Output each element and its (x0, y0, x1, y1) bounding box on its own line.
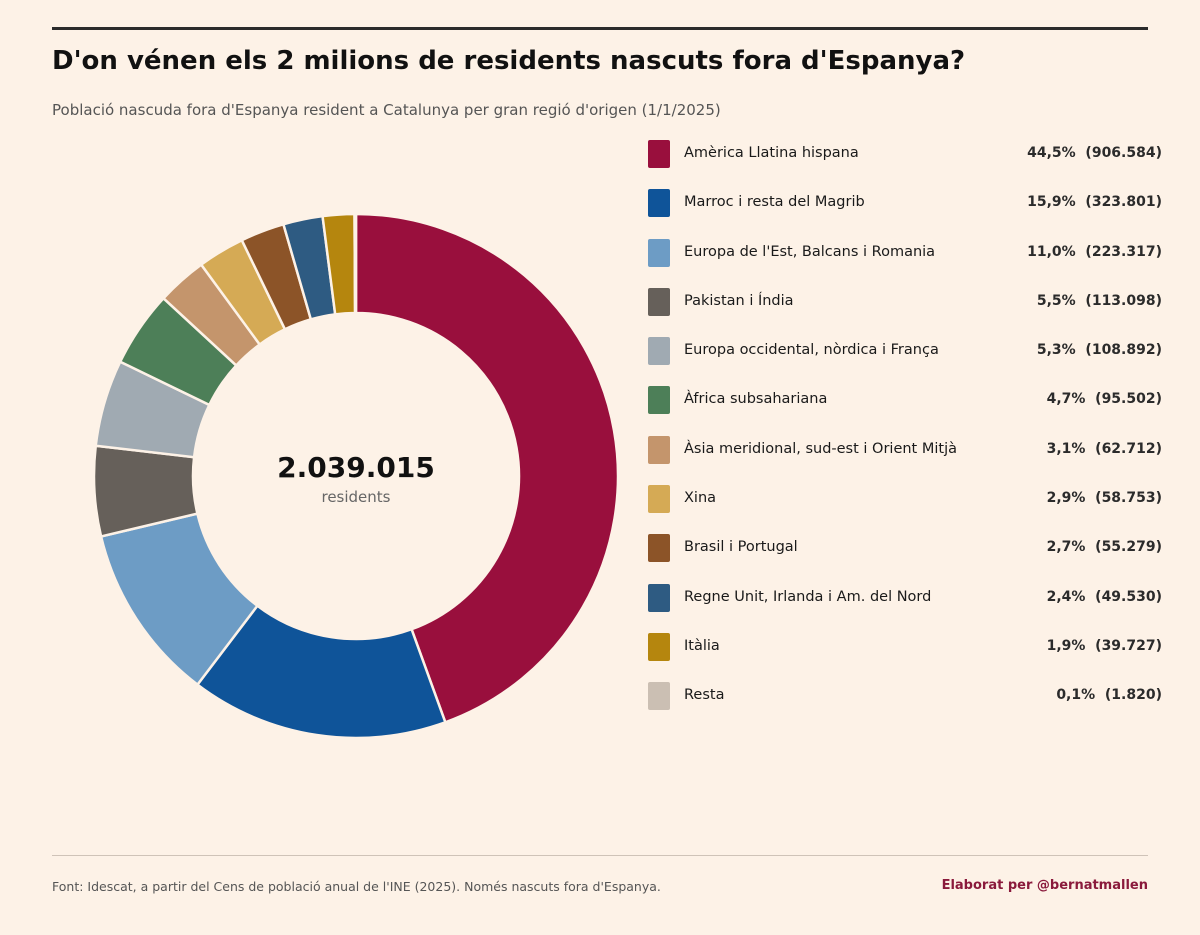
legend-value: 0,1% (1.820) (1056, 687, 1162, 704)
legend-label: Regne Unit, Irlanda i Am. del Nord (684, 588, 932, 605)
legend-count: 906.584 (1091, 145, 1156, 161)
legend-item: Itàlia 1,9% (39.727) (648, 632, 1162, 682)
legend-value: 3,1% (62.712) (1046, 440, 1162, 457)
footer-credit: Elaborat per @bernatmallen (941, 878, 1148, 893)
legend-percent: 2,4% (1046, 588, 1086, 605)
legend-value: 5,5% (113.098) (1036, 292, 1162, 309)
legend-label: Europa de l'Est, Balcans i Romania (684, 243, 936, 260)
legend-count: 113.098 (1091, 292, 1156, 309)
legend-value: 15,9% (323.801) (1027, 194, 1162, 211)
legend-count: 223.317 (1091, 243, 1156, 260)
legend-swatch (648, 189, 670, 218)
legend-item: Amèrica Llatina hispana 44,5% (906.584) (648, 140, 1162, 189)
legend-item: Àfrica subsahariana 4,7% (95.502) (648, 386, 1162, 435)
legend-count: 55.279 (1101, 539, 1156, 556)
legend-label: Àfrica subsahariana (684, 391, 828, 408)
legend-count: 39.727 (1101, 637, 1156, 654)
donut-slice (353, 212, 358, 315)
legend-value: 11,0% (223.317) (1027, 243, 1162, 260)
footer-source: Font: Idescat, a partir del Cens de pobl… (52, 879, 661, 894)
legend-label: Pakistan i Índia (684, 292, 794, 309)
legend-value: 2,7% (55.279) (1046, 539, 1162, 556)
legend-label: Europa occidental, nòrdica i França (684, 342, 939, 359)
legend-swatch (648, 140, 670, 168)
legend-percent: 15,9% (1027, 194, 1076, 211)
legend-percent: 5,3% (1036, 342, 1076, 359)
legend-swatch (648, 287, 670, 316)
legend-count: 1.820 (1111, 687, 1156, 704)
legend-count: 95.502 (1101, 391, 1156, 408)
legend-label: Marroc i resta del Magrib (684, 194, 865, 211)
legend-swatch (648, 534, 670, 563)
legend-item: Europa de l'Est, Balcans i Romania 11,0% … (648, 238, 1162, 288)
legend-label: Àsia meridional, sud-est i Orient Mitjà (684, 440, 957, 457)
donut-chart: 2.039.015 residents (92, 212, 620, 740)
legend-swatch (648, 386, 670, 415)
legend-item: Àsia meridional, sud-est i Orient Mitjà 3… (648, 435, 1162, 485)
legend-percent: 3,1% (1046, 440, 1086, 457)
legend-swatch (648, 238, 670, 267)
legend-percent: 44,5% (1027, 145, 1076, 161)
legend: Amèrica Llatina hispana 44,5% (906.584) Ma… (648, 140, 1162, 732)
legend-value: 44,5% (906.584) (1027, 145, 1162, 161)
legend-swatch (648, 583, 670, 612)
legend-value: 2,4% (49.530) (1046, 588, 1162, 605)
center-unit: residents (321, 488, 390, 506)
chart-title: D'on vénen els 2 milions de residents na… (52, 46, 966, 76)
bottom-rule (52, 855, 1148, 856)
legend-label: Brasil i Portugal (684, 539, 798, 556)
legend-value: 5,3% (108.892) (1036, 342, 1162, 359)
legend-percent: 4,7% (1046, 391, 1086, 408)
legend-label: Xina (684, 490, 717, 507)
legend-label: Itàlia (684, 637, 720, 654)
legend-swatch (648, 485, 670, 514)
legend-value: 2,9% (58.753) (1046, 490, 1162, 507)
legend-label: Amèrica Llatina hispana (684, 145, 859, 161)
top-rule (52, 27, 1148, 30)
donut-slice (354, 212, 620, 724)
legend-percent: 11,0% (1027, 243, 1076, 260)
legend-value: 4,7% (95.502) (1046, 391, 1162, 408)
legend-label: Resta (684, 687, 725, 704)
center-total: 2.039.015 (277, 451, 435, 484)
legend-item: Europa occidental, nòrdica i França 5,3% … (648, 337, 1162, 386)
legend-count: 323.801 (1091, 194, 1156, 211)
legend-swatch (648, 435, 670, 464)
legend-item: Xina 2,9% (58.753) (648, 485, 1162, 534)
legend-percent: 2,7% (1046, 539, 1086, 556)
legend-count: 49.530 (1101, 588, 1156, 605)
legend-item: Regne Unit, Irlanda i Am. del Nord 2,4% (… (648, 583, 1162, 633)
legend-percent: 0,1% (1056, 687, 1096, 704)
legend-swatch (648, 337, 670, 366)
legend-item: Resta 0,1% (1.820) (648, 682, 1162, 731)
legend-value: 1,9% (39.727) (1046, 637, 1162, 654)
legend-percent: 2,9% (1046, 490, 1086, 507)
chart-subtitle: Població nascuda fora d'Espanya resident… (52, 101, 721, 119)
legend-item: Brasil i Portugal 2,7% (55.279) (648, 534, 1162, 583)
legend-percent: 1,9% (1046, 637, 1086, 654)
legend-count: 108.892 (1091, 342, 1156, 359)
legend-count: 62.712 (1101, 440, 1156, 457)
legend-swatch (648, 682, 670, 711)
legend-swatch (648, 632, 670, 661)
legend-count: 58.753 (1101, 490, 1156, 507)
legend-item: Pakistan i Índia 5,5% (113.098) (648, 287, 1162, 337)
legend-item: Marroc i resta del Magrib 15,9% (323.801) (648, 189, 1162, 238)
legend-percent: 5,5% (1036, 292, 1076, 309)
